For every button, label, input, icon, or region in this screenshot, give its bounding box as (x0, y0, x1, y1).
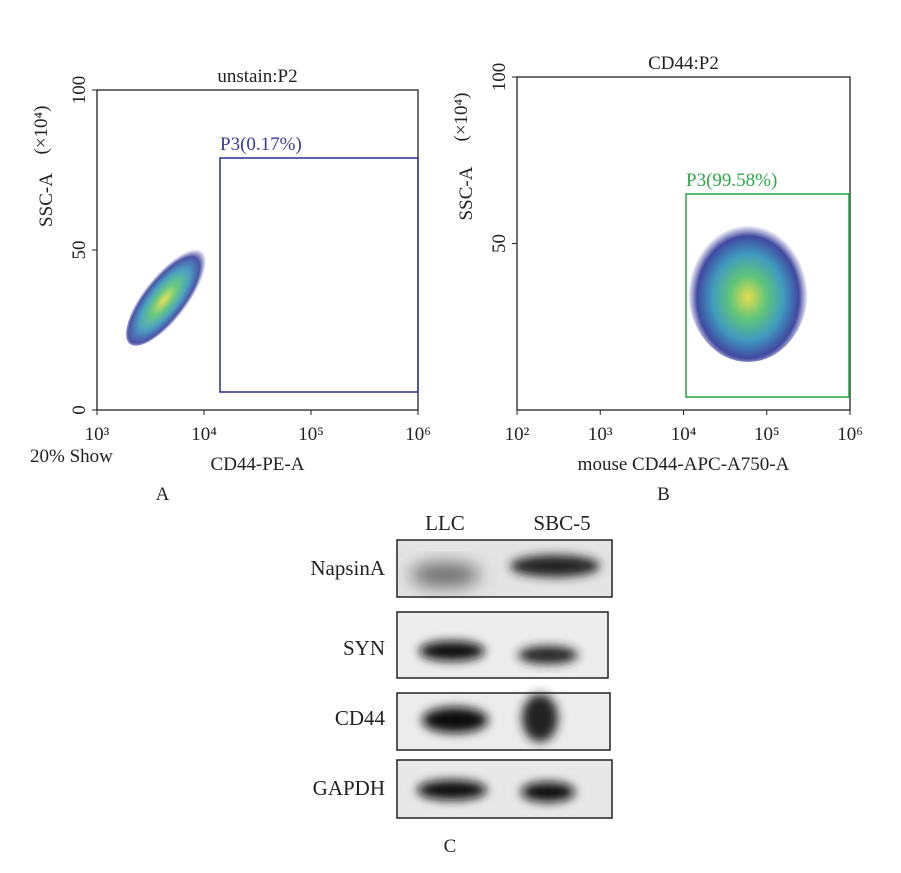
y-axis-unit: (×10⁴) (31, 106, 52, 155)
x-tick-label: 10⁶ (405, 424, 431, 445)
blot-bands (397, 540, 612, 818)
panel-letter: C (444, 836, 457, 857)
plot-title: unstain:P2 (217, 66, 297, 87)
lane-label: LLC (425, 511, 465, 535)
y-tick-label: 0 (69, 405, 90, 415)
y-axis-unit: (×10⁴) (451, 93, 472, 142)
blot-frames (396, 539, 613, 819)
event-cloud (126, 244, 210, 346)
x-tick-label: 10² (505, 424, 530, 445)
plot-title: CD44:P2 (648, 53, 719, 74)
plot-frame (516, 76, 851, 411)
x-tick-label: 10⁴ (671, 424, 697, 445)
x-tick-label: 10⁴ (191, 424, 217, 445)
gate (685, 193, 850, 398)
panel-letter: B (657, 484, 670, 505)
panel-letter: A (156, 484, 170, 505)
y-axis-label: SSC-A (456, 166, 477, 220)
y-axis-label: SSC-A (36, 173, 57, 227)
x-axis-label: CD44-PE-A (211, 454, 305, 475)
y-tick-label: 100 (489, 63, 510, 92)
x-axis-label: mouse CD44-APC-A750-A (578, 454, 790, 475)
event-cloud (688, 218, 808, 362)
y-tick-label: 50 (69, 241, 90, 260)
note: 20% Show (30, 446, 113, 467)
row-label: NapsinA (310, 556, 385, 580)
row-label: SYN (343, 636, 385, 660)
row-label: GAPDH (313, 776, 385, 800)
row-label: CD44 (335, 706, 386, 730)
y-tick-label: 100 (69, 76, 90, 105)
y-tick-label: 50 (489, 234, 510, 253)
x-tick-label: 10⁵ (754, 424, 780, 445)
gate-label: P3(0.17%) (220, 134, 302, 155)
x-tick-label: 10⁶ (837, 424, 863, 445)
x-tick-label: 10³ (588, 424, 613, 445)
x-tick-label: 10³ (85, 424, 110, 445)
lane-label: SBC-5 (533, 511, 590, 535)
gate-label: P3(99.58%) (686, 170, 777, 191)
gate (219, 157, 419, 393)
x-tick-label: 10⁵ (298, 424, 324, 445)
